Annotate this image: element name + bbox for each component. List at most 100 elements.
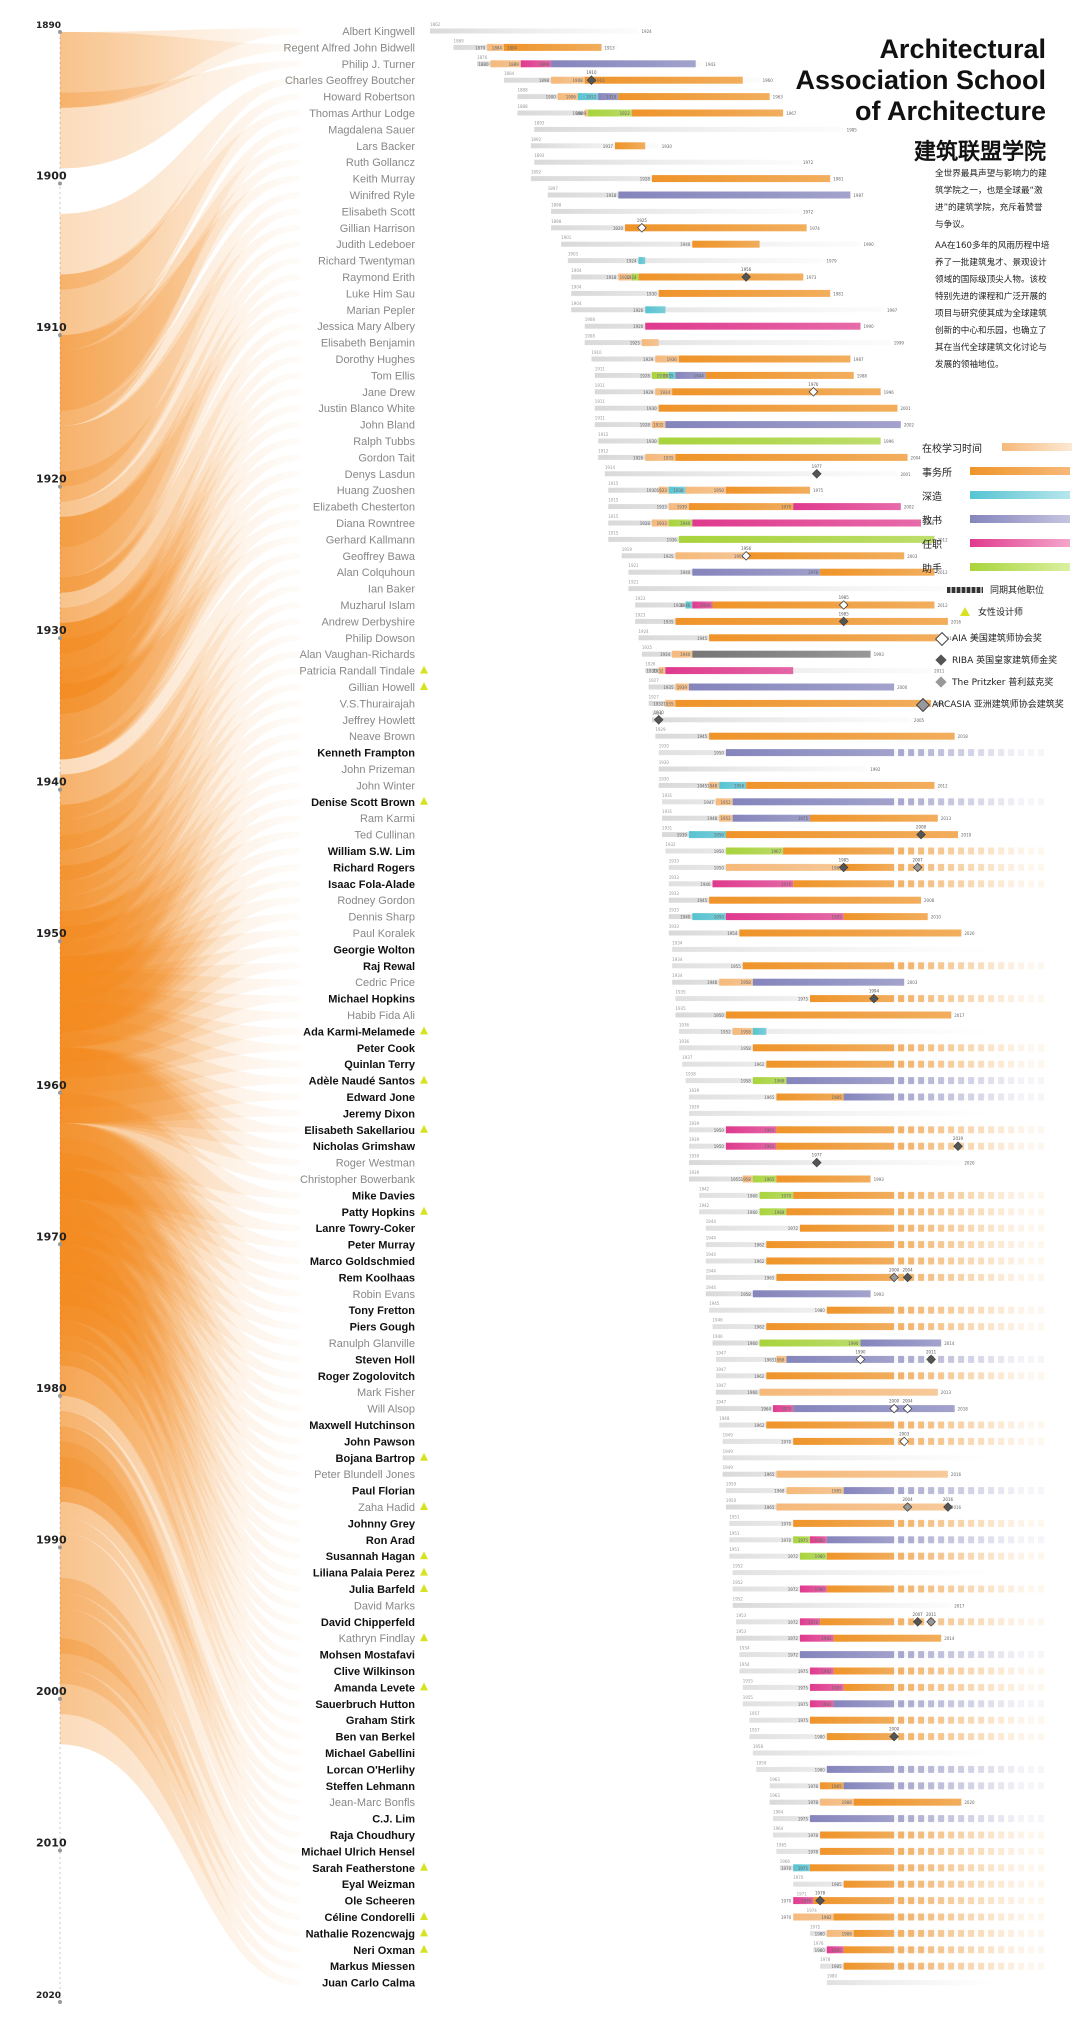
person-name: Peter Blundell Jones (314, 1469, 415, 1481)
birth-year: 1934 (672, 973, 683, 978)
person-name: Alan Vaughan-Richards (300, 649, 416, 661)
career-segment-fade (968, 1372, 975, 1380)
career-segment-fade (1018, 1437, 1025, 1445)
career-segment (793, 1191, 895, 1199)
career-segment-fade (948, 880, 955, 888)
career-segment-fade (978, 1273, 985, 1281)
career-segment-fade (908, 1700, 915, 1708)
career-segment-fade (908, 1208, 915, 1216)
career-segment-fade (918, 1700, 925, 1708)
career-segment-fade (958, 1060, 965, 1068)
career-segment-fade (928, 1733, 935, 1741)
career-segment-fade (1008, 1077, 1015, 1085)
birth-year: 1931 (662, 809, 673, 814)
career-segment-fade (928, 1077, 935, 1085)
career-segment-fade (1038, 1437, 1045, 1445)
career-segment-fade (1038, 1815, 1045, 1823)
career-segment-fade (988, 1765, 995, 1773)
person-name: John Pawson (344, 1436, 415, 1448)
career-segment-fade (948, 1093, 955, 1101)
career-segment-fade (1008, 1191, 1015, 1199)
person-name: Paul Koralek (353, 928, 416, 940)
person-name: Julia Barfeld (349, 1584, 415, 1596)
career-segment (725, 831, 959, 839)
career-segment-fade (998, 1126, 1005, 1134)
career-segment-fade (968, 1044, 975, 1052)
segment-start-year: 1980 (815, 1587, 826, 1592)
career-segment (810, 1716, 895, 1724)
segment-start-year: 1935 (663, 619, 674, 624)
career-segment-fade (998, 749, 1005, 757)
career-segment-fade (998, 1864, 1005, 1872)
end-year: 1988 (857, 373, 868, 378)
birth-year: 1934 (672, 940, 683, 945)
segment-start-year: 1990 (848, 1341, 859, 1346)
segment-start-year: 1956 (734, 554, 745, 559)
career-segment-fade (918, 1667, 925, 1675)
career-segment-fade (1008, 847, 1015, 855)
career-segment (786, 1208, 895, 1216)
award-year: 2004 (902, 1267, 913, 1272)
career-segment-fade (958, 1306, 965, 1314)
career-segment (810, 995, 895, 1003)
career-segment-fade (998, 880, 1005, 888)
segment-start-year: 1980 (815, 1554, 826, 1559)
career-segment-fade (998, 1208, 1005, 1216)
segment-start-year: 1960 (747, 1210, 758, 1215)
career-segment-fade (918, 1306, 925, 1314)
career-segment-fade (898, 1897, 905, 1905)
birth-year: 1923 (635, 596, 646, 601)
career-segment-fade (958, 1618, 965, 1626)
career-segment-fade (938, 1536, 945, 1544)
end-year: 1973 (806, 275, 817, 280)
career-segment-fade (908, 1355, 915, 1363)
person-name: C.J. Lim (372, 1814, 415, 1826)
life-bar (813, 1947, 995, 1953)
career-segment-fade (1018, 1421, 1025, 1429)
career-segment-fade (968, 1585, 975, 1593)
segment-start-year: 1947 (704, 800, 715, 805)
segment-start-year: 1978 (808, 570, 819, 575)
career-segment-fade (968, 1552, 975, 1560)
career-segment-fade (938, 1864, 945, 1872)
study-fan (60, 28, 300, 1986)
career-segment (655, 388, 673, 396)
career-segment (766, 1241, 895, 1249)
career-segment (658, 404, 898, 412)
year-tick (58, 1393, 62, 1398)
career-segment-fade (988, 1929, 995, 1937)
career-segment-fade (998, 1536, 1005, 1544)
segment-start-year: 1935 (663, 701, 674, 706)
career-segment-fade (918, 1831, 925, 1839)
end-year: 2013 (941, 816, 952, 821)
career-segment (614, 142, 646, 150)
award-year: 2007 (913, 857, 924, 862)
career-segment-fade (1008, 1126, 1015, 1134)
career-segment-fade (1038, 1519, 1045, 1527)
career-segment (759, 1191, 794, 1199)
segment-start-year: 1934 (660, 652, 671, 657)
end-year: 2014 (944, 1636, 955, 1641)
career-segment-fade (988, 847, 995, 855)
career-segment-fade (948, 1913, 955, 1921)
career-segment (732, 814, 811, 822)
end-year: 2001 (900, 406, 911, 411)
career-segment (725, 1011, 952, 1019)
career-segment-fade (1028, 1060, 1035, 1068)
person-name: Jeremy Dixon (343, 1108, 415, 1120)
career-segment-fade (948, 847, 955, 855)
segment-start-year: 1936 (667, 537, 678, 542)
career-segment-fade (918, 1962, 925, 1970)
career-segment-fade (1018, 1683, 1025, 1691)
segment-start-year: 1930 (647, 291, 658, 296)
career-segment-fade (908, 1552, 915, 1560)
segment-start-year: 1950 (714, 1013, 725, 1018)
birth-year: 1951 (729, 1547, 740, 1552)
person-name: Adèle Naudé Santos (309, 1076, 415, 1088)
career-segment-fade (958, 1716, 965, 1724)
